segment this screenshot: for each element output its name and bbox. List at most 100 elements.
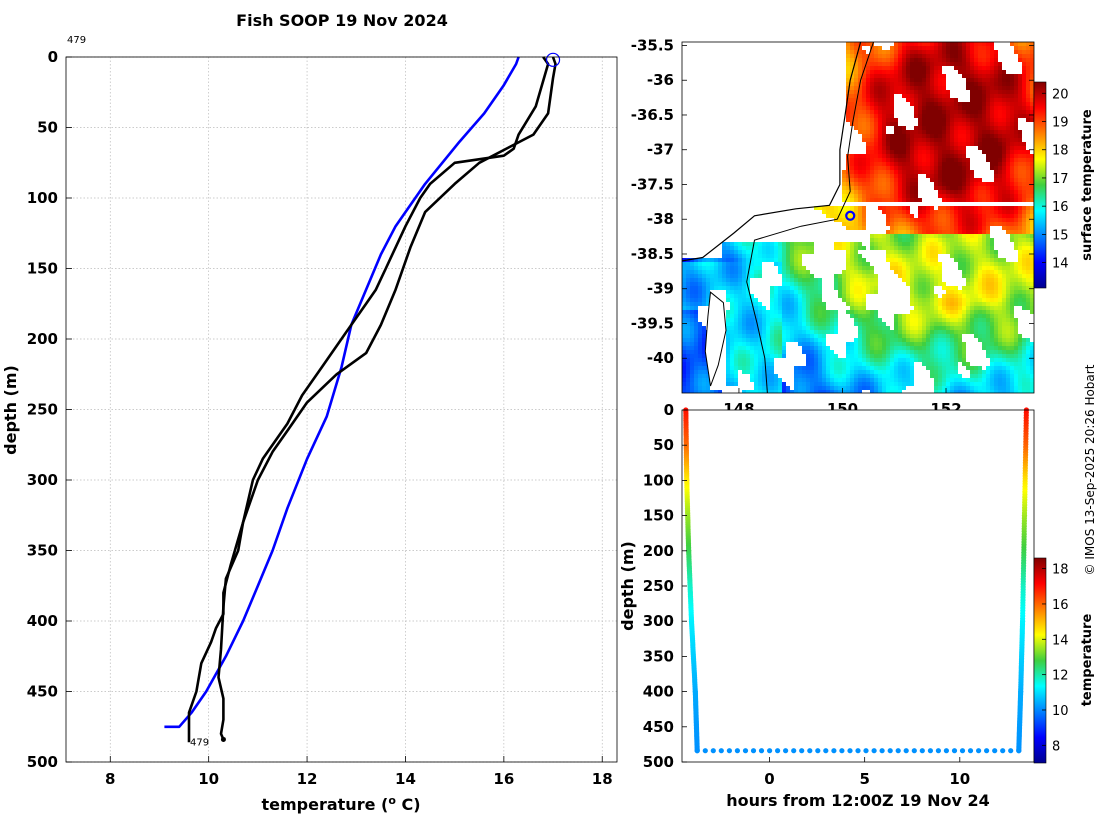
track-point <box>767 748 773 754</box>
td-tick-label-y: 300 <box>643 612 674 630</box>
track-point <box>710 748 716 754</box>
td-tick-label-y: 100 <box>643 471 674 489</box>
map-tick-label-y: -38 <box>647 210 674 228</box>
td-tick-label-x: 10 <box>949 770 970 788</box>
tick-label-y: 300 <box>27 471 58 489</box>
track-point <box>1008 748 1014 754</box>
track-point <box>742 748 749 754</box>
sst-colorbar-label: surface temperature <box>1080 109 1095 261</box>
td-tick-label-y: 350 <box>643 647 674 665</box>
sst-colorbar-tick-label: 15 <box>1052 228 1069 243</box>
track-descent <box>683 407 700 754</box>
map-tick-label-y: -37.5 <box>631 175 674 193</box>
tick-label-y: 350 <box>27 542 58 560</box>
td-tick-label-y: 450 <box>643 718 674 736</box>
map-tick-label-y: -39 <box>647 280 674 298</box>
time-depth-points <box>683 407 1029 754</box>
vessel-position-marker <box>845 210 856 221</box>
td-tick-label-y: 50 <box>653 436 674 454</box>
track-point <box>927 748 934 754</box>
map-tick-label-y: -37 <box>647 141 674 159</box>
series-climatology <box>164 56 520 729</box>
start-marker <box>545 52 561 67</box>
temp-colorbar-tick-label: 8 <box>1052 739 1060 754</box>
sst-colorbar-tick-label: 18 <box>1052 144 1069 159</box>
track-point <box>1000 748 1006 754</box>
shelf-contour <box>746 42 874 393</box>
tick-label-x: 8 <box>105 770 115 788</box>
track-point <box>903 748 909 754</box>
sst-colorbar-ticks: 14 15 16 17 18 19 20 <box>1042 87 1069 272</box>
profile-series: 479 479 <box>67 35 561 748</box>
map-tick-label-y: -38.5 <box>631 245 674 263</box>
watermark: © IMOS 13-Sep-2025 20:26 Hobart <box>1083 364 1097 575</box>
track-point <box>871 748 877 754</box>
temperature-colorbar-label: temperature <box>1080 614 1095 707</box>
sst-colorbar-tick-label: 16 <box>1052 200 1069 215</box>
td-tick-label-y: 150 <box>643 507 674 525</box>
tick-label-x: 10 <box>198 770 219 788</box>
sst-colorbar-tick-label: 19 <box>1052 116 1069 131</box>
track-point <box>799 748 805 754</box>
tick-label-y: 200 <box>27 330 58 348</box>
profile-x-label: temperature (o C) <box>261 794 420 814</box>
sst-colorbar <box>1033 81 1047 289</box>
td-tick-label-x: 5 <box>859 770 869 788</box>
sst-colorbar-tick-label: 17 <box>1052 172 1069 187</box>
profile-chart: 479 479 8 10 12 14 16 18 0 50 100 150 200 250 300 350 4… <box>1 35 618 814</box>
map-tick-label-y: -36 <box>647 71 674 89</box>
track-point <box>879 748 885 754</box>
map-tick-label-y: -35.5 <box>631 36 674 54</box>
series-downcast <box>217 56 550 740</box>
track-point <box>847 748 853 754</box>
track-point <box>734 748 741 754</box>
tick-label-y: 500 <box>27 753 58 771</box>
temperature-colorbar-ticks: 8 10 12 14 16 18 <box>1042 563 1069 754</box>
track-point <box>863 748 869 754</box>
tick-label-y: 100 <box>27 189 58 207</box>
profile-grid <box>66 56 617 763</box>
end-marker <box>220 736 226 742</box>
series-upcast <box>187 56 557 743</box>
td-tick-label-x: 0 <box>764 770 774 788</box>
track-point <box>831 748 837 754</box>
tick-label-y: 450 <box>27 683 58 701</box>
track-point <box>919 748 925 754</box>
track-point <box>807 748 813 754</box>
map-tick-label-y: -36.5 <box>631 106 674 124</box>
temp-colorbar-tick-label: 16 <box>1052 598 1069 613</box>
sst-colorbar-tick-label: 14 <box>1052 257 1069 272</box>
td-tick-label-y: 250 <box>643 577 674 595</box>
track-ascent <box>1016 407 1029 754</box>
tick-label-x: 14 <box>395 770 416 788</box>
td-tick-label-y: 500 <box>643 753 674 771</box>
tick-label-y: 0 <box>48 48 58 66</box>
time-depth-y-label: depth (m) <box>618 541 637 631</box>
sst-pixels <box>682 42 1034 393</box>
time-depth-axis-ticks: 0 50 100 150 200 250 300 350 400 450 500 0 5 10 <box>643 401 971 788</box>
track-point <box>750 748 757 754</box>
tick-label-y: 50 <box>37 119 58 137</box>
annotation-label: 479 <box>67 35 86 46</box>
track-point <box>967 748 974 754</box>
td-tick-label-y: 400 <box>643 683 674 701</box>
sst-colorbar-tick-label: 20 <box>1052 87 1069 102</box>
track-point <box>815 748 821 754</box>
track-point <box>895 748 901 754</box>
track-point <box>943 748 950 754</box>
track-point <box>935 748 942 754</box>
track-point <box>976 748 982 754</box>
td-tick-label-y: 200 <box>643 542 674 560</box>
track-point <box>791 748 797 754</box>
island-coastline <box>704 291 727 387</box>
tick-label-x: 12 <box>297 770 318 788</box>
sst-map: -35.5 -36 -36.5 -37 -37.5 -38 -38.5 -39 -39.5 -40… <box>631 36 1095 418</box>
track-point <box>726 748 733 754</box>
map-tick-label-y: -39.5 <box>631 314 674 332</box>
profile-axis-ticks: 8 10 12 14 16 18 0 50 100 150 200 250 300 350 400 450 50… <box>27 48 613 788</box>
temperature-colorbar <box>1033 557 1047 764</box>
track-point <box>718 748 724 754</box>
track-point <box>775 748 781 754</box>
track-point <box>984 748 990 754</box>
